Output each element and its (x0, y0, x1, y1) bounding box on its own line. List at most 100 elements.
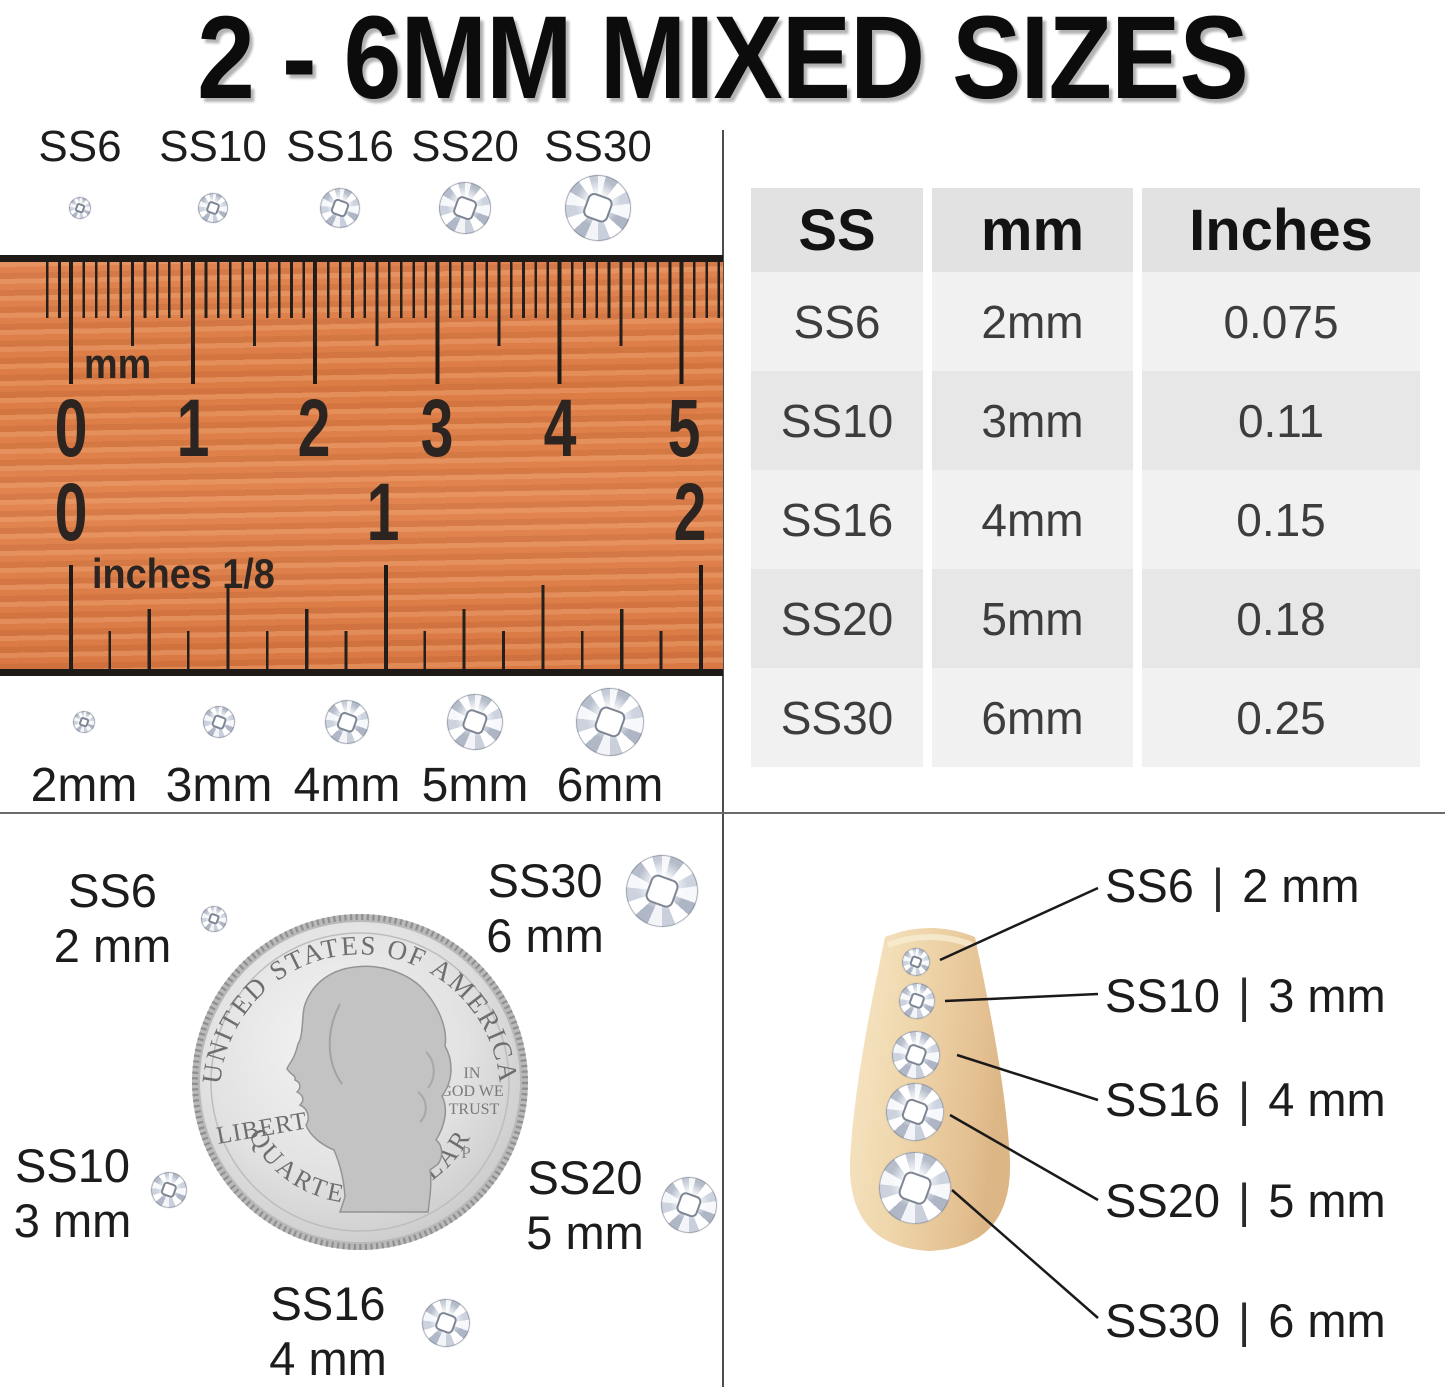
ruler-number: 0 (54, 467, 88, 558)
nail-callout-ss16: SS16 | 4 mm (1105, 1072, 1386, 1127)
callout-separator: | (1237, 1073, 1251, 1126)
washington-profile (286, 965, 452, 1213)
table-cell: 2mm (932, 272, 1133, 371)
rhinestone-ss10-icon (899, 983, 935, 1019)
callout-mm: 4 mm (1268, 1073, 1386, 1126)
callout-ss: SS10 (15, 1139, 130, 1192)
callout-mm: 5 mm (526, 1206, 644, 1259)
ruler-mm-ticks (46, 262, 723, 318)
ruler-number: 2 (673, 467, 707, 558)
coin-reeding (192, 914, 528, 1250)
callout-mm: 2 mm (53, 919, 172, 972)
nail-callout-ss10: SS10 | 3 mm (1105, 968, 1386, 1023)
orange-ruler: mm 0 1 2 3 4 5 0 1 2 inches 1/8 (0, 255, 723, 676)
coin-callout-ss30: SS30 6 mm (470, 853, 620, 963)
size-conversion-table: SS mm Inches SS6 2mm 0.075 SS10 3mm 0.11… (751, 188, 1420, 767)
stone-size-label: SS10 (159, 122, 267, 171)
coin-motto-line2: GOD WE (440, 1083, 503, 1100)
ruler-number: 0 (54, 383, 88, 474)
ruler-number: 3 (420, 383, 454, 474)
table-cell: 0.11 (1142, 371, 1420, 470)
callout-mm: 3 mm (13, 1194, 132, 1247)
rhinestone-ss30-icon (565, 175, 631, 241)
callout-mm: 2 mm (1242, 859, 1360, 912)
callout-ss: SS30 (487, 854, 603, 907)
table-cell: 6mm (932, 668, 1133, 767)
callout-connector-lines (939, 886, 1099, 1319)
callout-separator: | (1237, 969, 1251, 1022)
mm-size-label: 4mm (293, 759, 401, 812)
callout-mm: 6 mm (1268, 1294, 1386, 1347)
rhinestone-ss20-icon (886, 1083, 944, 1141)
mm-size-label: 2mm (30, 759, 138, 812)
callout-mm: 5 mm (1268, 1174, 1386, 1227)
rhinestone-3mm-icon (203, 706, 235, 738)
rhinestone-ss6-icon (902, 948, 930, 976)
rhinestone-5mm-icon (447, 694, 503, 750)
nail-callout-ss6: SS6 | 2 mm (1105, 858, 1360, 913)
ruler-mm-unit-label: mm (84, 340, 152, 387)
callout-ss: SS6 (1105, 859, 1194, 912)
callout-separator: | (1211, 859, 1225, 912)
mm-size-label: 6mm (556, 759, 664, 812)
table-header-inches: Inches (1142, 188, 1420, 272)
callout-mm: 3 mm (1268, 969, 1386, 1022)
stone-size-label: SS30 (544, 122, 652, 171)
table-cell: SS16 (751, 470, 923, 569)
vertical-divider (722, 130, 724, 1387)
coin-callout-ss16: SS16 4 mm (253, 1276, 403, 1386)
coin-motto-line1: IN (464, 1065, 481, 1082)
coin-callout-ss20: SS20 5 mm (510, 1150, 660, 1260)
callout-ss: SS20 (527, 1151, 643, 1204)
table-cell: 0.25 (1142, 668, 1420, 767)
rhinestone-ss10-icon (151, 1172, 187, 1208)
stone-size-label: SS16 (286, 122, 394, 171)
rhinestone-ss10-icon (198, 193, 228, 223)
table-cell: 3mm (932, 371, 1133, 470)
page-title: 2 - 6MM MIXED SIZES (197, 0, 1249, 124)
callout-ss: SS20 (1105, 1174, 1220, 1227)
coin-mint-mark: P (461, 1143, 470, 1162)
stone-size-label: SS6 (38, 122, 122, 171)
quarter-coin: UNITED STATES OF AMERICA QUARTER DOLLAR … (192, 914, 528, 1250)
table-cell: 0.18 (1142, 569, 1420, 668)
rhinestone-ss30-icon (626, 855, 698, 927)
callout-ss: SS16 (270, 1277, 386, 1330)
callout-ss: SS6 (68, 864, 157, 917)
callout-separator: | (1237, 1294, 1251, 1347)
table-cell: SS20 (751, 569, 923, 668)
table-cell: SS10 (751, 371, 923, 470)
horizontal-divider (0, 812, 1445, 814)
mm-size-label: 5mm (421, 759, 529, 812)
ruler-number: 1 (176, 383, 210, 474)
table-cell: 0.15 (1142, 470, 1420, 569)
table-header-ss: SS (751, 188, 923, 272)
rhinestone-ss6-icon (201, 906, 227, 932)
table-cell: SS6 (751, 272, 923, 371)
nail-callout-ss20: SS20 | 5 mm (1105, 1173, 1386, 1228)
callout-ss: SS16 (1105, 1073, 1220, 1126)
mm-size-label: 3mm (165, 759, 273, 812)
table-cell: 5mm (932, 569, 1133, 668)
stone-size-label: SS20 (411, 122, 519, 171)
rhinestone-ss16-icon (320, 188, 360, 228)
rhinestone-ss6-icon (69, 197, 91, 219)
rhinestone-ss30-icon (879, 1152, 951, 1224)
rhinestone-ss16-icon (422, 1299, 470, 1347)
table-cell: SS30 (751, 668, 923, 767)
ruler-eighthinch-ticks (69, 631, 705, 669)
callout-ss: SS10 (1105, 969, 1220, 1022)
ruler-number: 1 (366, 467, 400, 558)
ruler-number: 4 (543, 383, 577, 474)
table-cell: 0.075 (1142, 272, 1420, 371)
callout-separator: | (1237, 1174, 1251, 1227)
table-cell: 4mm (932, 470, 1133, 569)
ruler-number: 2 (297, 383, 331, 474)
table-header-mm: mm (932, 188, 1133, 272)
rhinestone-4mm-icon (325, 700, 369, 744)
callout-ss: SS30 (1105, 1294, 1220, 1347)
rhinestone-ss20-icon (439, 182, 491, 234)
rhinestone-2mm-icon (73, 711, 95, 733)
coin-callout-ss6: SS6 2 mm (40, 863, 185, 973)
